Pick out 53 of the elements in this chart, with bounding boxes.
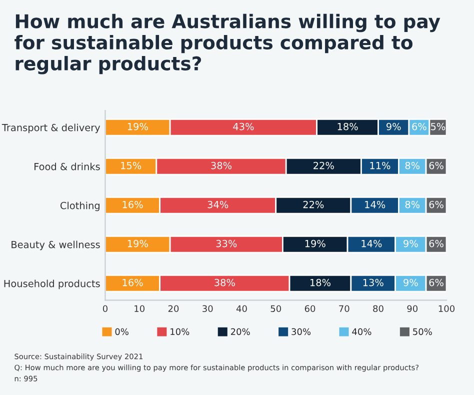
data-label: 34%: [208, 200, 228, 208]
data-label: 6%: [429, 200, 444, 208]
y-tick-label: Household products: [4, 280, 100, 290]
x-tick-label: 80: [373, 305, 384, 312]
data-label: 22%: [314, 162, 334, 170]
x-tick-label: 20: [168, 305, 179, 312]
y-tick-label: Transport & delivery: [2, 124, 100, 134]
data-label: 15%: [121, 162, 142, 170]
x-tick-label: 90: [407, 305, 418, 312]
data-label: 14%: [365, 200, 386, 208]
x-tick-label: 50: [270, 305, 282, 312]
x-tick-label: 10: [134, 305, 144, 312]
data-label: 11%: [370, 162, 390, 170]
x-tick-label: 40: [236, 305, 247, 312]
data-label: 8%: [405, 200, 420, 208]
data-label: 22%: [303, 200, 324, 208]
x-tick-label: 70: [339, 305, 350, 312]
x-tick-label: 100: [438, 305, 455, 312]
data-label: 6%: [429, 278, 444, 286]
data-label: 18%: [338, 122, 358, 130]
data-label: 38%: [214, 278, 235, 286]
data-label: 14%: [362, 240, 382, 248]
x-tick-label: 30: [202, 305, 213, 312]
legend-label: 30%: [292, 328, 311, 336]
data-label: 6%: [429, 240, 444, 248]
y-tick-label: Beauty & wellness: [12, 240, 100, 250]
data-label: 16%: [122, 200, 143, 208]
legend-label: 20%: [230, 328, 250, 336]
data-label: 33%: [216, 240, 237, 248]
data-label: 5%: [431, 122, 446, 130]
legend-label: 0%: [115, 328, 128, 336]
data-label: 8%: [405, 162, 420, 170]
legend-label: 40%: [352, 328, 372, 336]
x-tick-label: 60: [304, 305, 316, 312]
data-label: 13%: [363, 278, 384, 286]
legend-label: 10%: [170, 328, 190, 336]
y-tick-label: Clothing: [60, 202, 100, 212]
data-label: 6%: [429, 162, 444, 170]
data-label: 6%: [412, 122, 426, 130]
legend-label: 50%: [413, 328, 432, 336]
data-label: 9%: [386, 122, 401, 130]
x-tick-label: 0: [102, 305, 108, 312]
data-label: 19%: [305, 240, 326, 248]
data-label: 19%: [128, 240, 148, 248]
y-tick-label: Food & drinks: [34, 162, 100, 170]
chart-title: How much are Australians willing to pay for sustainable products compared to regular products?: [14, 14, 440, 74]
data-label: 18%: [310, 278, 330, 286]
data-label: 38%: [211, 162, 232, 170]
data-label: 9%: [404, 278, 418, 286]
data-label: 43%: [233, 122, 254, 130]
data-label: 19%: [128, 122, 148, 130]
data-label: 16%: [122, 278, 143, 286]
data-label: 9%: [404, 240, 418, 248]
